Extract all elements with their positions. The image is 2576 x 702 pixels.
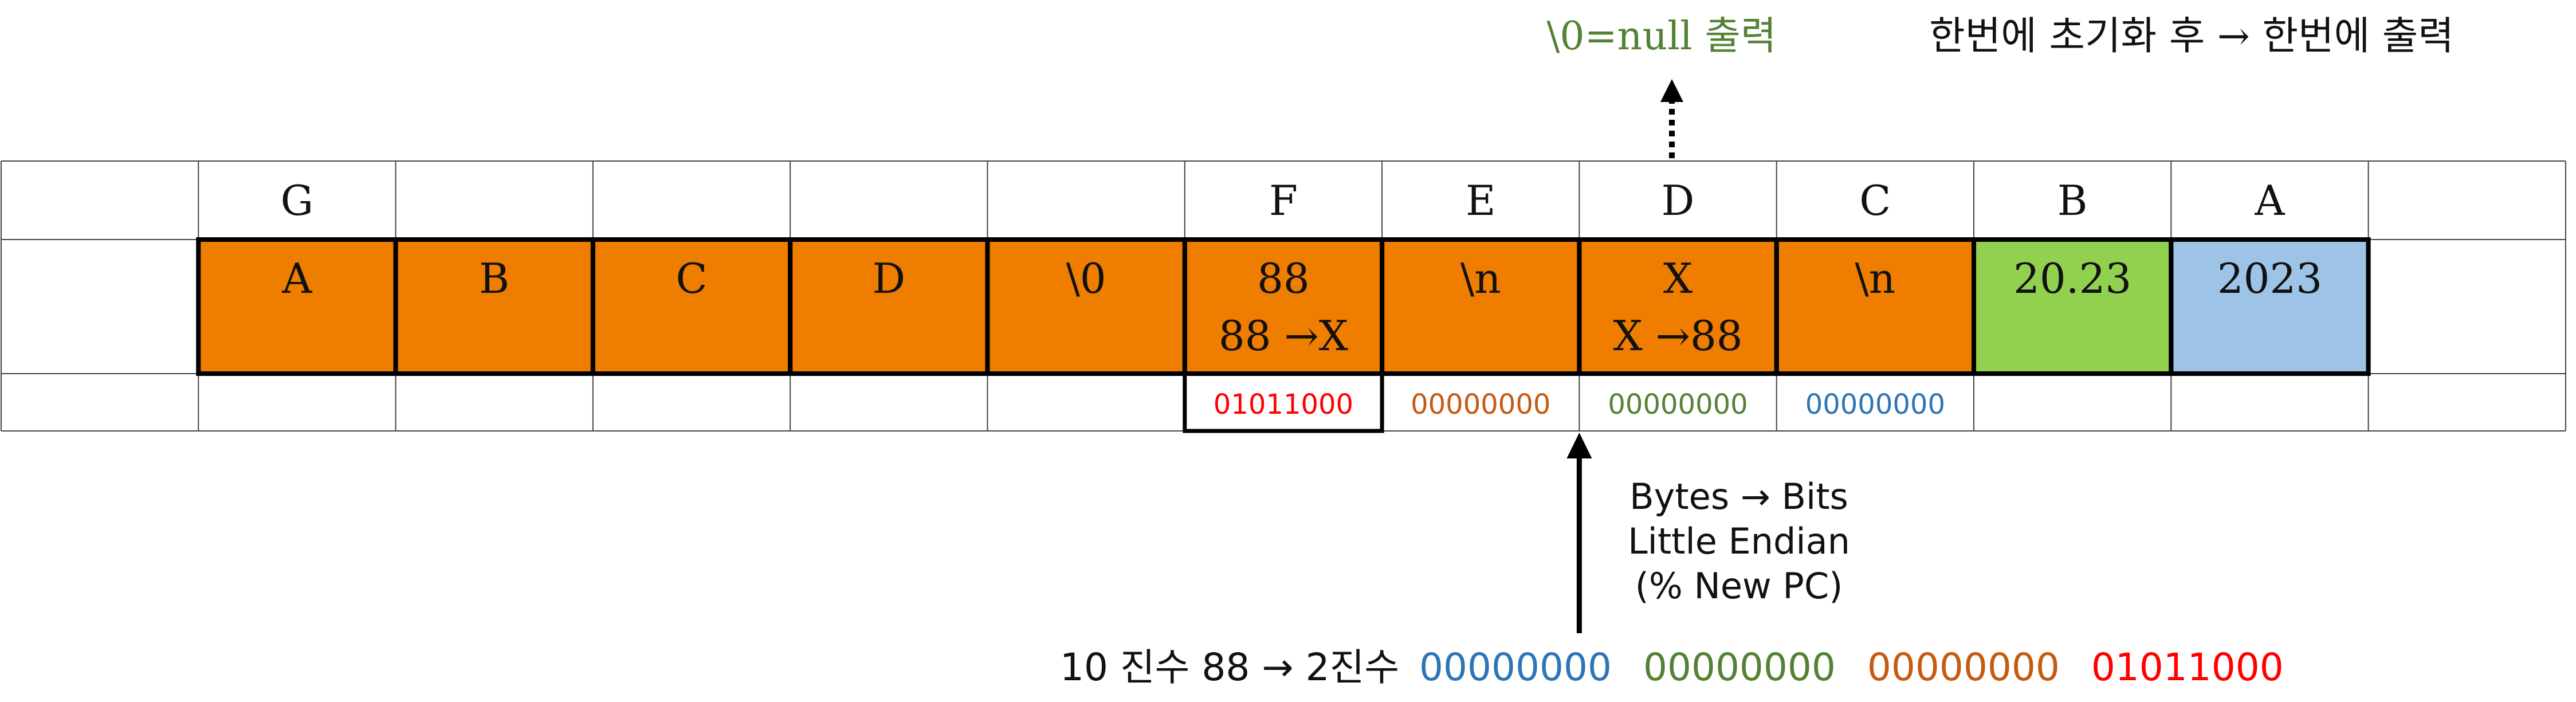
cell-fill-10 bbox=[1974, 240, 2171, 374]
cell-fill-8 bbox=[1579, 240, 1777, 374]
bit-group-4: 01011000 bbox=[2091, 645, 2284, 689]
bit-group-3: 00000000 bbox=[1867, 645, 2060, 689]
cell-bits-6: 01011000 bbox=[1213, 389, 1354, 421]
cell-value-10: 20.23 bbox=[2013, 254, 2132, 303]
bit-group-1: 00000000 bbox=[1419, 645, 1612, 689]
cell-fill-7 bbox=[1382, 240, 1580, 374]
cell-value2-8: X →88 bbox=[1613, 312, 1743, 360]
cell-fill-6 bbox=[1184, 240, 1383, 374]
endian-arrow-head bbox=[1566, 433, 1592, 458]
column-header-7: E bbox=[1465, 177, 1496, 225]
cell-value-7: \n bbox=[1460, 254, 1501, 303]
cell-value-9: \n bbox=[1855, 254, 1896, 303]
null-arrow-head bbox=[1660, 79, 1683, 102]
cell-fill-9 bbox=[1776, 240, 1974, 374]
cell-value-4: D bbox=[872, 254, 906, 303]
f-bits-border bbox=[1183, 371, 1384, 433]
column-header-8: D bbox=[1661, 177, 1695, 225]
cell-value-2: B bbox=[479, 254, 510, 303]
column-header-10: B bbox=[2057, 177, 2088, 225]
null-output-note: \0=null 출력 bbox=[1546, 14, 1777, 59]
cell-value-8: X bbox=[1663, 254, 1693, 303]
cell-fill-4 bbox=[790, 240, 988, 374]
cell-fill-2 bbox=[395, 240, 593, 374]
cell-fill-3 bbox=[592, 240, 791, 374]
cell-value-6: 88 bbox=[1257, 254, 1310, 303]
cell-bits-9: 00000000 bbox=[1805, 389, 1945, 421]
arrow-note-line-2: Little Endian bbox=[1628, 520, 1850, 562]
column-header-11: A bbox=[2255, 177, 2285, 225]
bit-group-2: 00000000 bbox=[1643, 645, 1836, 689]
cell-fill-5 bbox=[987, 240, 1185, 374]
conversion-prefix: 10 진수 88 → 2진수 bbox=[1060, 645, 1400, 689]
column-header-9: C bbox=[1859, 177, 1891, 225]
cell-fill-1 bbox=[198, 240, 396, 374]
column-header-6: F bbox=[1269, 177, 1298, 225]
cell-value-3: C bbox=[676, 254, 708, 303]
arrow-note-line-3: (% New PC) bbox=[1635, 565, 1843, 607]
cell-border-11 bbox=[2169, 237, 2371, 376]
cell-value-1: A bbox=[282, 254, 312, 303]
cell-bits-8: 00000000 bbox=[1608, 389, 1748, 421]
column-header-1: G bbox=[280, 177, 314, 225]
conversion-line: 10 진수 88 → 2진수 00000000 00000000 0000000… bbox=[1060, 649, 2284, 687]
arrow-note-line-1: Bytes → Bits bbox=[1629, 476, 1848, 517]
cell-value-11: 2023 bbox=[2217, 254, 2323, 303]
init-print-note: 한번에 초기화 후 → 한번에 출력 bbox=[1929, 14, 2454, 59]
cell-fill-11 bbox=[2171, 240, 2369, 374]
cell-value2-6: 88 →X bbox=[1218, 312, 1348, 360]
cell-value-5: \0 bbox=[1066, 254, 1106, 303]
cell-bits-7: 00000000 bbox=[1411, 389, 1551, 421]
